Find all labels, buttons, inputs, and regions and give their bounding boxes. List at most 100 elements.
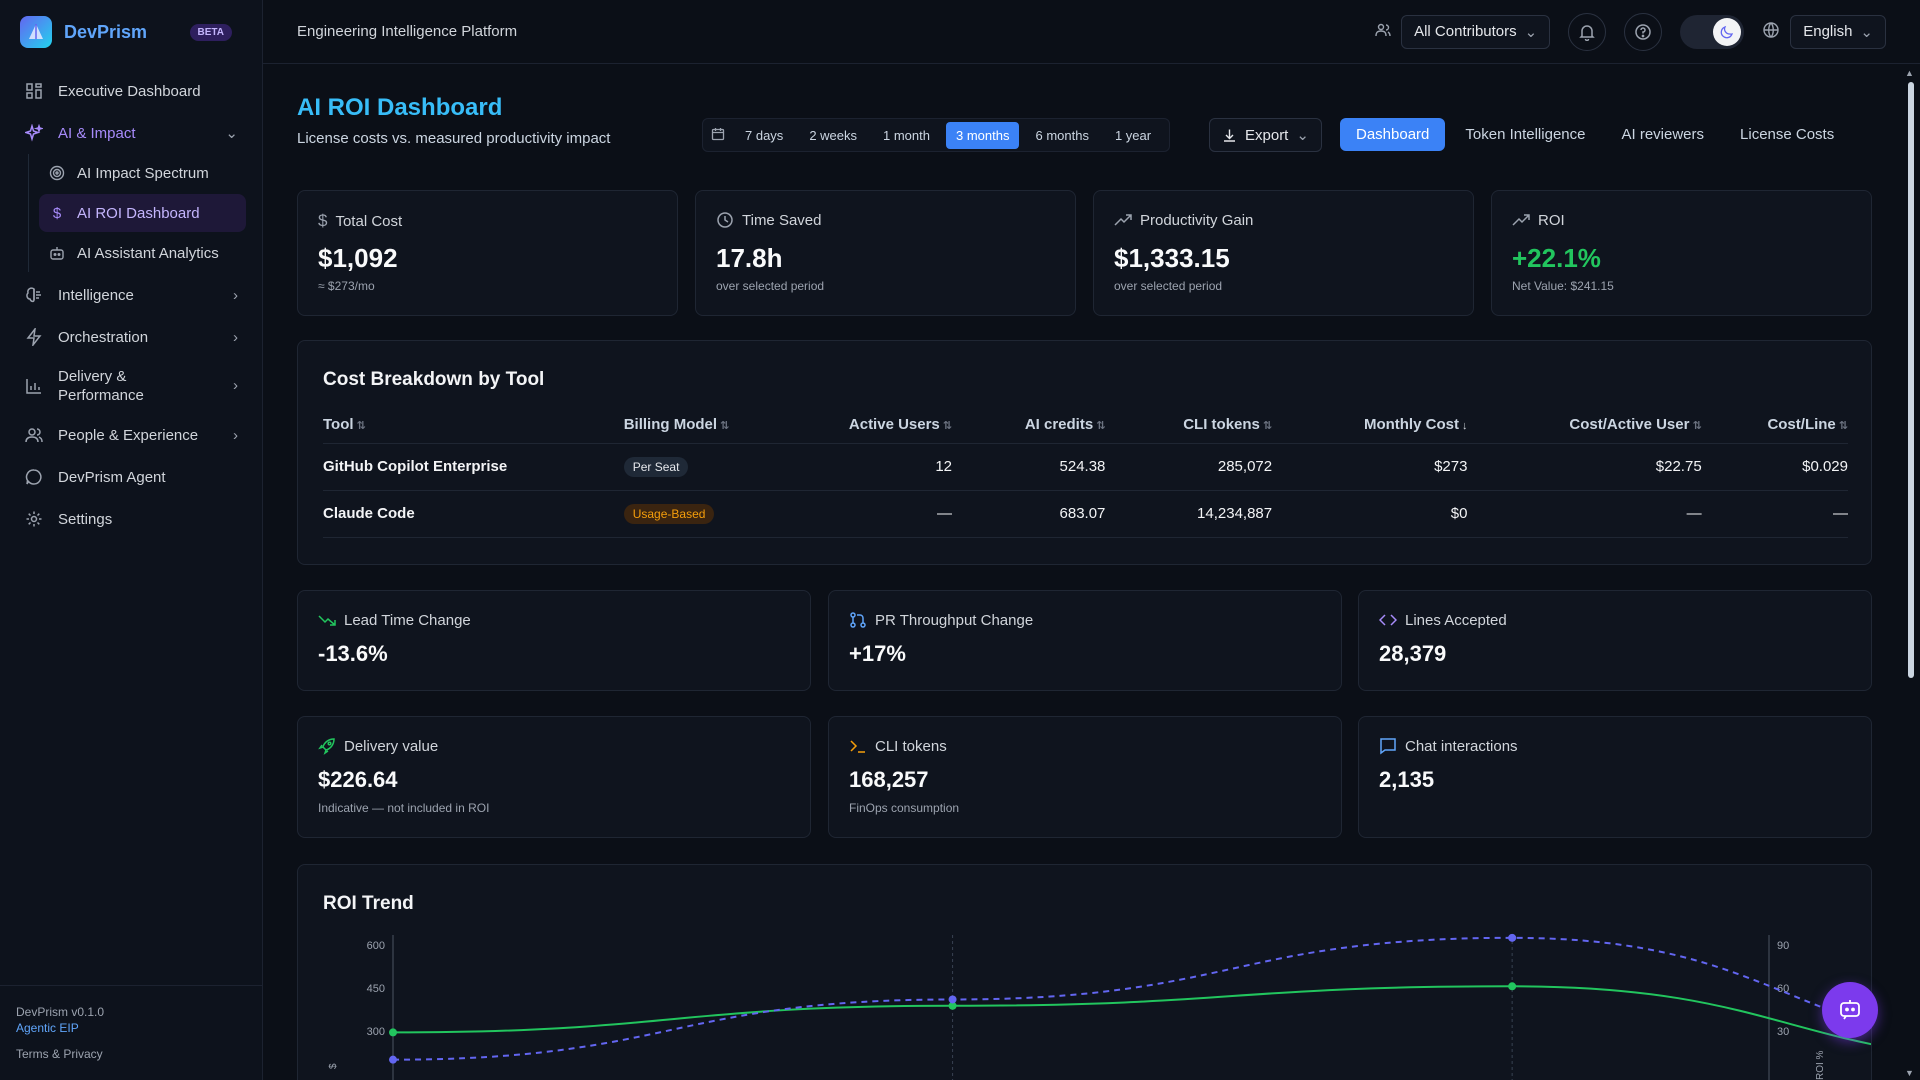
page-scrollbar[interactable]: ▲ ▼ bbox=[1905, 68, 1915, 1080]
export-label: Export bbox=[1245, 126, 1289, 144]
cell-credits: 524.38 bbox=[952, 443, 1106, 491]
table-row[interactable]: Claude Code Usage-Based — 683.07 14,234,… bbox=[323, 490, 1848, 538]
stat-note: over selected period bbox=[716, 279, 825, 293]
cell-monthly-cost: $273 bbox=[1272, 443, 1468, 491]
stat-value: $1,092 bbox=[318, 243, 398, 273]
sidebar-item-people-experience[interactable]: People & Experience › bbox=[16, 414, 246, 456]
help-button[interactable] bbox=[1624, 12, 1663, 51]
sidebar-item-delivery-performance[interactable]: Delivery & Performance › bbox=[16, 358, 246, 414]
range-1-year[interactable]: 1 year bbox=[1114, 127, 1152, 143]
billing-badge: Per Seat bbox=[623, 457, 689, 477]
top-bar: Engineering Intelligence Platform All Co… bbox=[263, 0, 1920, 64]
tab-token-intelligence[interactable]: Token Intelligence bbox=[1465, 126, 1586, 143]
sidebar-nav: Executive Dashboard AI & Impact ⌄ AI Imp… bbox=[0, 64, 262, 546]
metric-value: -13.6% bbox=[318, 641, 388, 666]
sidebar-item-ai-impact-spectrum[interactable]: AI Impact Spectrum bbox=[39, 154, 246, 192]
sidebar-item-ai-impact[interactable]: AI & Impact ⌄ bbox=[16, 112, 246, 154]
stat-label: Time Saved bbox=[716, 211, 821, 229]
column-header-tool[interactable]: Tool ⇅ bbox=[323, 407, 624, 444]
cell-credits: 683.07 bbox=[952, 490, 1106, 538]
sidebar-item-executive-dashboard[interactable]: Executive Dashboard bbox=[16, 70, 246, 112]
range-1-month[interactable]: 1 month bbox=[883, 127, 930, 143]
range-3-months[interactable]: 3 months bbox=[946, 121, 1020, 149]
sidebar-item-ai-roi-dashboard[interactable]: $ AI ROI Dashboard bbox=[39, 194, 246, 232]
notifications-button[interactable] bbox=[1568, 12, 1607, 51]
brand-name: DevPrism bbox=[64, 21, 148, 42]
grid-icon bbox=[24, 81, 44, 101]
stat-note: ≈ $273/mo bbox=[318, 279, 375, 293]
brand[interactable]: DevPrism BETA bbox=[0, 0, 262, 64]
sidebar-item-intelligence[interactable]: Intelligence › bbox=[16, 274, 246, 316]
column-header-cli-tokens[interactable]: CLI tokens ⇅ bbox=[1105, 407, 1273, 444]
rocket-icon bbox=[318, 738, 335, 755]
agentic-link[interactable]: Agentic EIP bbox=[16, 1021, 79, 1035]
stat-value: $1,333.15 bbox=[1114, 243, 1230, 273]
brain-icon bbox=[24, 285, 44, 305]
terms-link[interactable]: Terms & Privacy bbox=[16, 1047, 103, 1061]
sidebar-item-settings[interactable]: Settings bbox=[16, 498, 246, 540]
sidebar-item-orchestration[interactable]: Orchestration › bbox=[16, 316, 246, 358]
stat-label: ROI bbox=[1512, 211, 1565, 229]
logo-icon bbox=[20, 16, 52, 48]
terminal-icon bbox=[850, 740, 865, 753]
chevron-right-icon: › bbox=[233, 328, 238, 346]
metric-label: CLI tokens bbox=[849, 737, 947, 755]
chevron-right-icon: › bbox=[233, 286, 238, 304]
metric-label: Delivery value bbox=[318, 737, 438, 755]
sidebar-item-ai-assistant-analytics[interactable]: AI Assistant Analytics bbox=[39, 234, 246, 272]
download-icon bbox=[1224, 129, 1235, 142]
column-header-cost-per-line[interactable]: Cost/Line ⇅ bbox=[1701, 407, 1848, 444]
ai-impact-submenu: AI Impact Spectrum $ AI ROI Dashboard AI… bbox=[28, 154, 246, 272]
metric-card-lead-time: Lead Time Change -13.6% bbox=[297, 590, 811, 691]
stat-value: 17.8h bbox=[716, 243, 783, 273]
tab-license-costs[interactable]: License Costs bbox=[1740, 126, 1835, 143]
chevron-down-icon: ⌄ bbox=[225, 125, 238, 142]
sidebar-item-devprism-agent[interactable]: DevPrism Agent bbox=[16, 456, 246, 498]
range-6-months[interactable]: 6 months bbox=[1035, 127, 1089, 143]
metric-label: Lead Time Change bbox=[318, 611, 471, 629]
column-header-active-users[interactable]: Active Users ⇅ bbox=[828, 407, 952, 444]
contributors-select-value: All Contributors bbox=[1414, 23, 1517, 40]
metric-label: Lines Accepted bbox=[1379, 611, 1507, 629]
calendar-icon bbox=[711, 127, 725, 144]
tab-ai-reviewers[interactable]: AI reviewers bbox=[1621, 126, 1705, 143]
chevron-down-icon: ⌄ bbox=[1860, 23, 1873, 41]
page-subtitle: License costs vs. measured productivity … bbox=[297, 130, 611, 147]
cell-cost-per-line: — bbox=[1701, 490, 1848, 538]
code-icon bbox=[1379, 614, 1397, 626]
roi-trend-card: ROI Trend 600 450 300 90 60 30 $ ROI % bbox=[297, 864, 1872, 1080]
sidebar-item-label: Intelligence bbox=[58, 286, 134, 304]
range-7-days[interactable]: 7 days bbox=[745, 127, 784, 143]
version-text: DevPrism v0.1.0 bbox=[16, 1005, 105, 1019]
metric-label: Chat interactions bbox=[1379, 737, 1518, 755]
export-button[interactable]: Export ⌄ bbox=[1209, 118, 1322, 152]
column-header-monthly-cost[interactable]: Monthly Cost ↓ bbox=[1272, 407, 1468, 444]
cell-users: 12 bbox=[828, 443, 952, 491]
agent-chat-button[interactable] bbox=[1822, 982, 1878, 1038]
stat-note: over selected period bbox=[1114, 279, 1223, 293]
metric-value: +17% bbox=[849, 641, 906, 666]
metric-value: 2,135 bbox=[1379, 767, 1435, 792]
stat-card-productivity-gain: Productivity Gain $1,333.15 over selecte… bbox=[1093, 190, 1474, 316]
contributors-select[interactable]: All Contributors ⌄ bbox=[1401, 14, 1551, 49]
page-title: AI ROI Dashboard bbox=[297, 94, 503, 121]
scrollbar-thumb[interactable] bbox=[1908, 82, 1914, 678]
series-line-1 bbox=[392, 985, 1871, 1046]
language-select[interactable]: English ⌄ bbox=[1790, 14, 1886, 49]
sidebar-item-label: Executive Dashboard bbox=[58, 82, 201, 100]
theme-toggle[interactable] bbox=[1680, 14, 1745, 49]
column-header-ai-credits[interactable]: AI credits ⇅ bbox=[952, 407, 1106, 444]
sidebar-item-label: Settings bbox=[58, 510, 113, 528]
stat-card-time-saved: Time Saved 17.8h over selected period bbox=[695, 190, 1076, 316]
table-row[interactable]: GitHub Copilot Enterprise Per Seat 12 52… bbox=[323, 443, 1848, 491]
trend-down-icon bbox=[318, 615, 336, 626]
stat-note: Net Value: $241.15 bbox=[1512, 279, 1614, 293]
tab-dashboard[interactable]: Dashboard bbox=[1340, 118, 1446, 151]
column-header-cost-per-active-user[interactable]: Cost/Active User ⇅ bbox=[1467, 407, 1702, 444]
series-point-2 bbox=[389, 1055, 397, 1064]
column-header-billing-model[interactable]: Billing Model ⇅ bbox=[623, 407, 829, 444]
range-2-weeks[interactable]: 2 weeks bbox=[809, 127, 858, 143]
message-circle-icon bbox=[24, 467, 44, 487]
chevron-right-icon: › bbox=[233, 377, 238, 395]
